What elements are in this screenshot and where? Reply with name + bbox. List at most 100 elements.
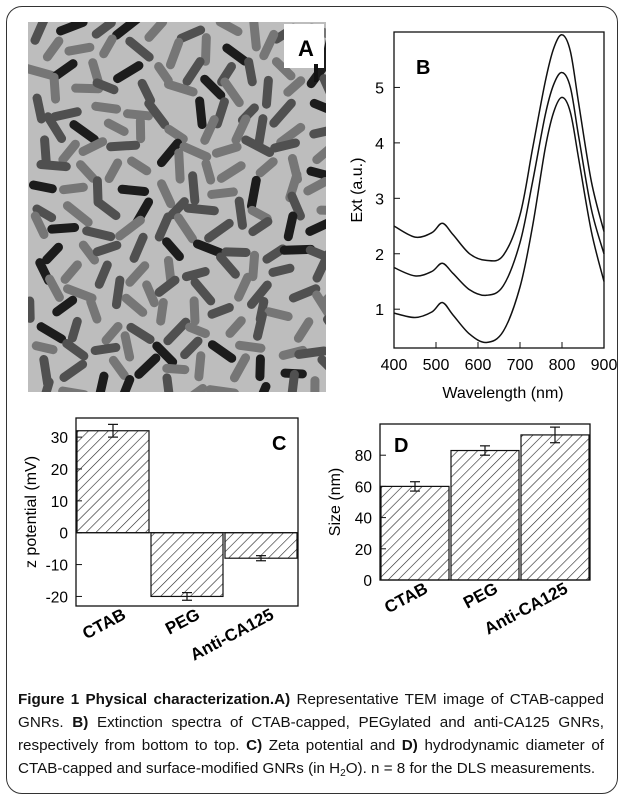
tem-image-panel: A — [28, 22, 326, 392]
category-label: CTAB — [381, 579, 430, 617]
nanorod — [176, 25, 206, 43]
nanorod — [310, 376, 320, 392]
nanorod — [246, 175, 261, 211]
nanorod — [306, 166, 326, 182]
caption-c-text: Zeta potential and — [262, 737, 402, 754]
nanorod — [125, 261, 150, 287]
caption-end-text: O). n = 8 for the DLS measurements. — [345, 760, 596, 777]
nanorod — [185, 322, 210, 339]
y-tick-label: 60 — [355, 479, 373, 496]
nanorod — [86, 296, 102, 324]
bar — [380, 485, 450, 581]
nanorod — [47, 222, 80, 234]
nanorod — [293, 317, 314, 343]
nanorod — [67, 316, 82, 343]
nanorod — [103, 118, 129, 136]
nanorod — [182, 57, 205, 86]
nanorod — [190, 277, 216, 306]
nanorod — [268, 263, 295, 277]
nanorod — [183, 203, 219, 216]
nanorod — [58, 139, 80, 165]
nanorod — [50, 107, 82, 122]
nanorod — [234, 272, 253, 302]
nanorod — [43, 112, 67, 144]
nanorod — [113, 61, 144, 84]
bar — [150, 532, 224, 598]
nanorod — [278, 345, 308, 360]
nanorod — [164, 124, 188, 144]
nanorod — [201, 159, 216, 185]
y-tick-label: 40 — [355, 511, 373, 528]
nanorod — [115, 215, 145, 241]
spectrum-line — [393, 96, 605, 344]
nanorod — [137, 78, 156, 106]
nanorod — [120, 331, 135, 362]
nanorod — [127, 156, 152, 176]
nanorod — [32, 93, 46, 124]
nanorod — [248, 216, 273, 237]
nanorod — [76, 160, 98, 183]
nanorod — [64, 42, 95, 56]
panel-b-label: B — [416, 57, 430, 79]
nanorod — [181, 383, 208, 392]
nanorod — [30, 22, 51, 45]
nanorod — [201, 33, 211, 66]
x-tick-label: 900 — [591, 357, 618, 374]
nanorod — [152, 341, 178, 367]
nanorod — [122, 109, 154, 121]
nanorod — [220, 77, 244, 108]
x-tick-label: 500 — [423, 357, 450, 374]
caption-a-label: A) — [274, 691, 291, 708]
nanorod — [40, 135, 51, 169]
nanorod — [193, 239, 225, 258]
nanorod — [276, 122, 306, 147]
nanorod — [31, 341, 58, 355]
caption-d-text: hydrodynamic diameter of CTAB-capped and… — [18, 737, 604, 777]
nanorod — [234, 196, 247, 230]
nanorod — [135, 116, 146, 144]
nanorod — [82, 226, 116, 242]
x-tick-label: 400 — [381, 357, 408, 374]
plot-frame — [393, 31, 605, 349]
nanorod — [309, 98, 326, 116]
nanorod — [52, 295, 78, 317]
nanorod — [42, 242, 63, 265]
nanorod — [117, 184, 150, 196]
nanorod — [287, 191, 305, 221]
nanorod — [94, 198, 121, 221]
nanorod — [59, 359, 88, 382]
y-tick-label: 0 — [363, 573, 372, 590]
nanorod — [321, 30, 326, 63]
nanorod — [94, 260, 112, 289]
y-tick-label: 2 — [375, 247, 384, 264]
nanorod — [215, 22, 243, 37]
bar — [520, 434, 590, 581]
size-panel: D Size (nm) 80 60 40 20 0 CTAB PEG Anti-CA125 — [320, 410, 620, 680]
category-label: CTAB — [79, 605, 128, 643]
x-tick-label: 600 — [465, 357, 492, 374]
nanorod — [92, 240, 122, 257]
nanorod — [144, 98, 170, 130]
zeta-potential-chart: C z potential (mV) 30 20 10 0 -10 -20 CTAB PEGA… — [23, 417, 299, 665]
extinction-spectra-panel: B Ext (a.u.) Wavelength (nm) 400 500 600 70… — [338, 18, 620, 414]
nanorod — [163, 79, 198, 97]
nanorod — [283, 76, 306, 97]
nanorod — [142, 280, 159, 308]
y-tick-label: 20 — [355, 542, 373, 559]
y-axis-label: Size (nm) — [327, 468, 344, 536]
y-tick-label: 10 — [51, 494, 69, 511]
tem-image: A — [28, 22, 326, 392]
nanorod — [154, 275, 180, 297]
nanorod — [49, 72, 61, 104]
bar — [450, 449, 520, 581]
nanorod — [195, 96, 207, 130]
nanorod — [270, 138, 300, 153]
nanorod — [207, 187, 238, 199]
nanorod — [104, 158, 123, 184]
y-tick-label: 80 — [355, 448, 373, 465]
nanorod — [91, 22, 116, 39]
y-tick-label: 30 — [51, 430, 69, 447]
x-axis-label: Wavelength (nm) — [442, 385, 563, 402]
nanorod — [312, 249, 326, 283]
nanorod — [254, 114, 268, 148]
